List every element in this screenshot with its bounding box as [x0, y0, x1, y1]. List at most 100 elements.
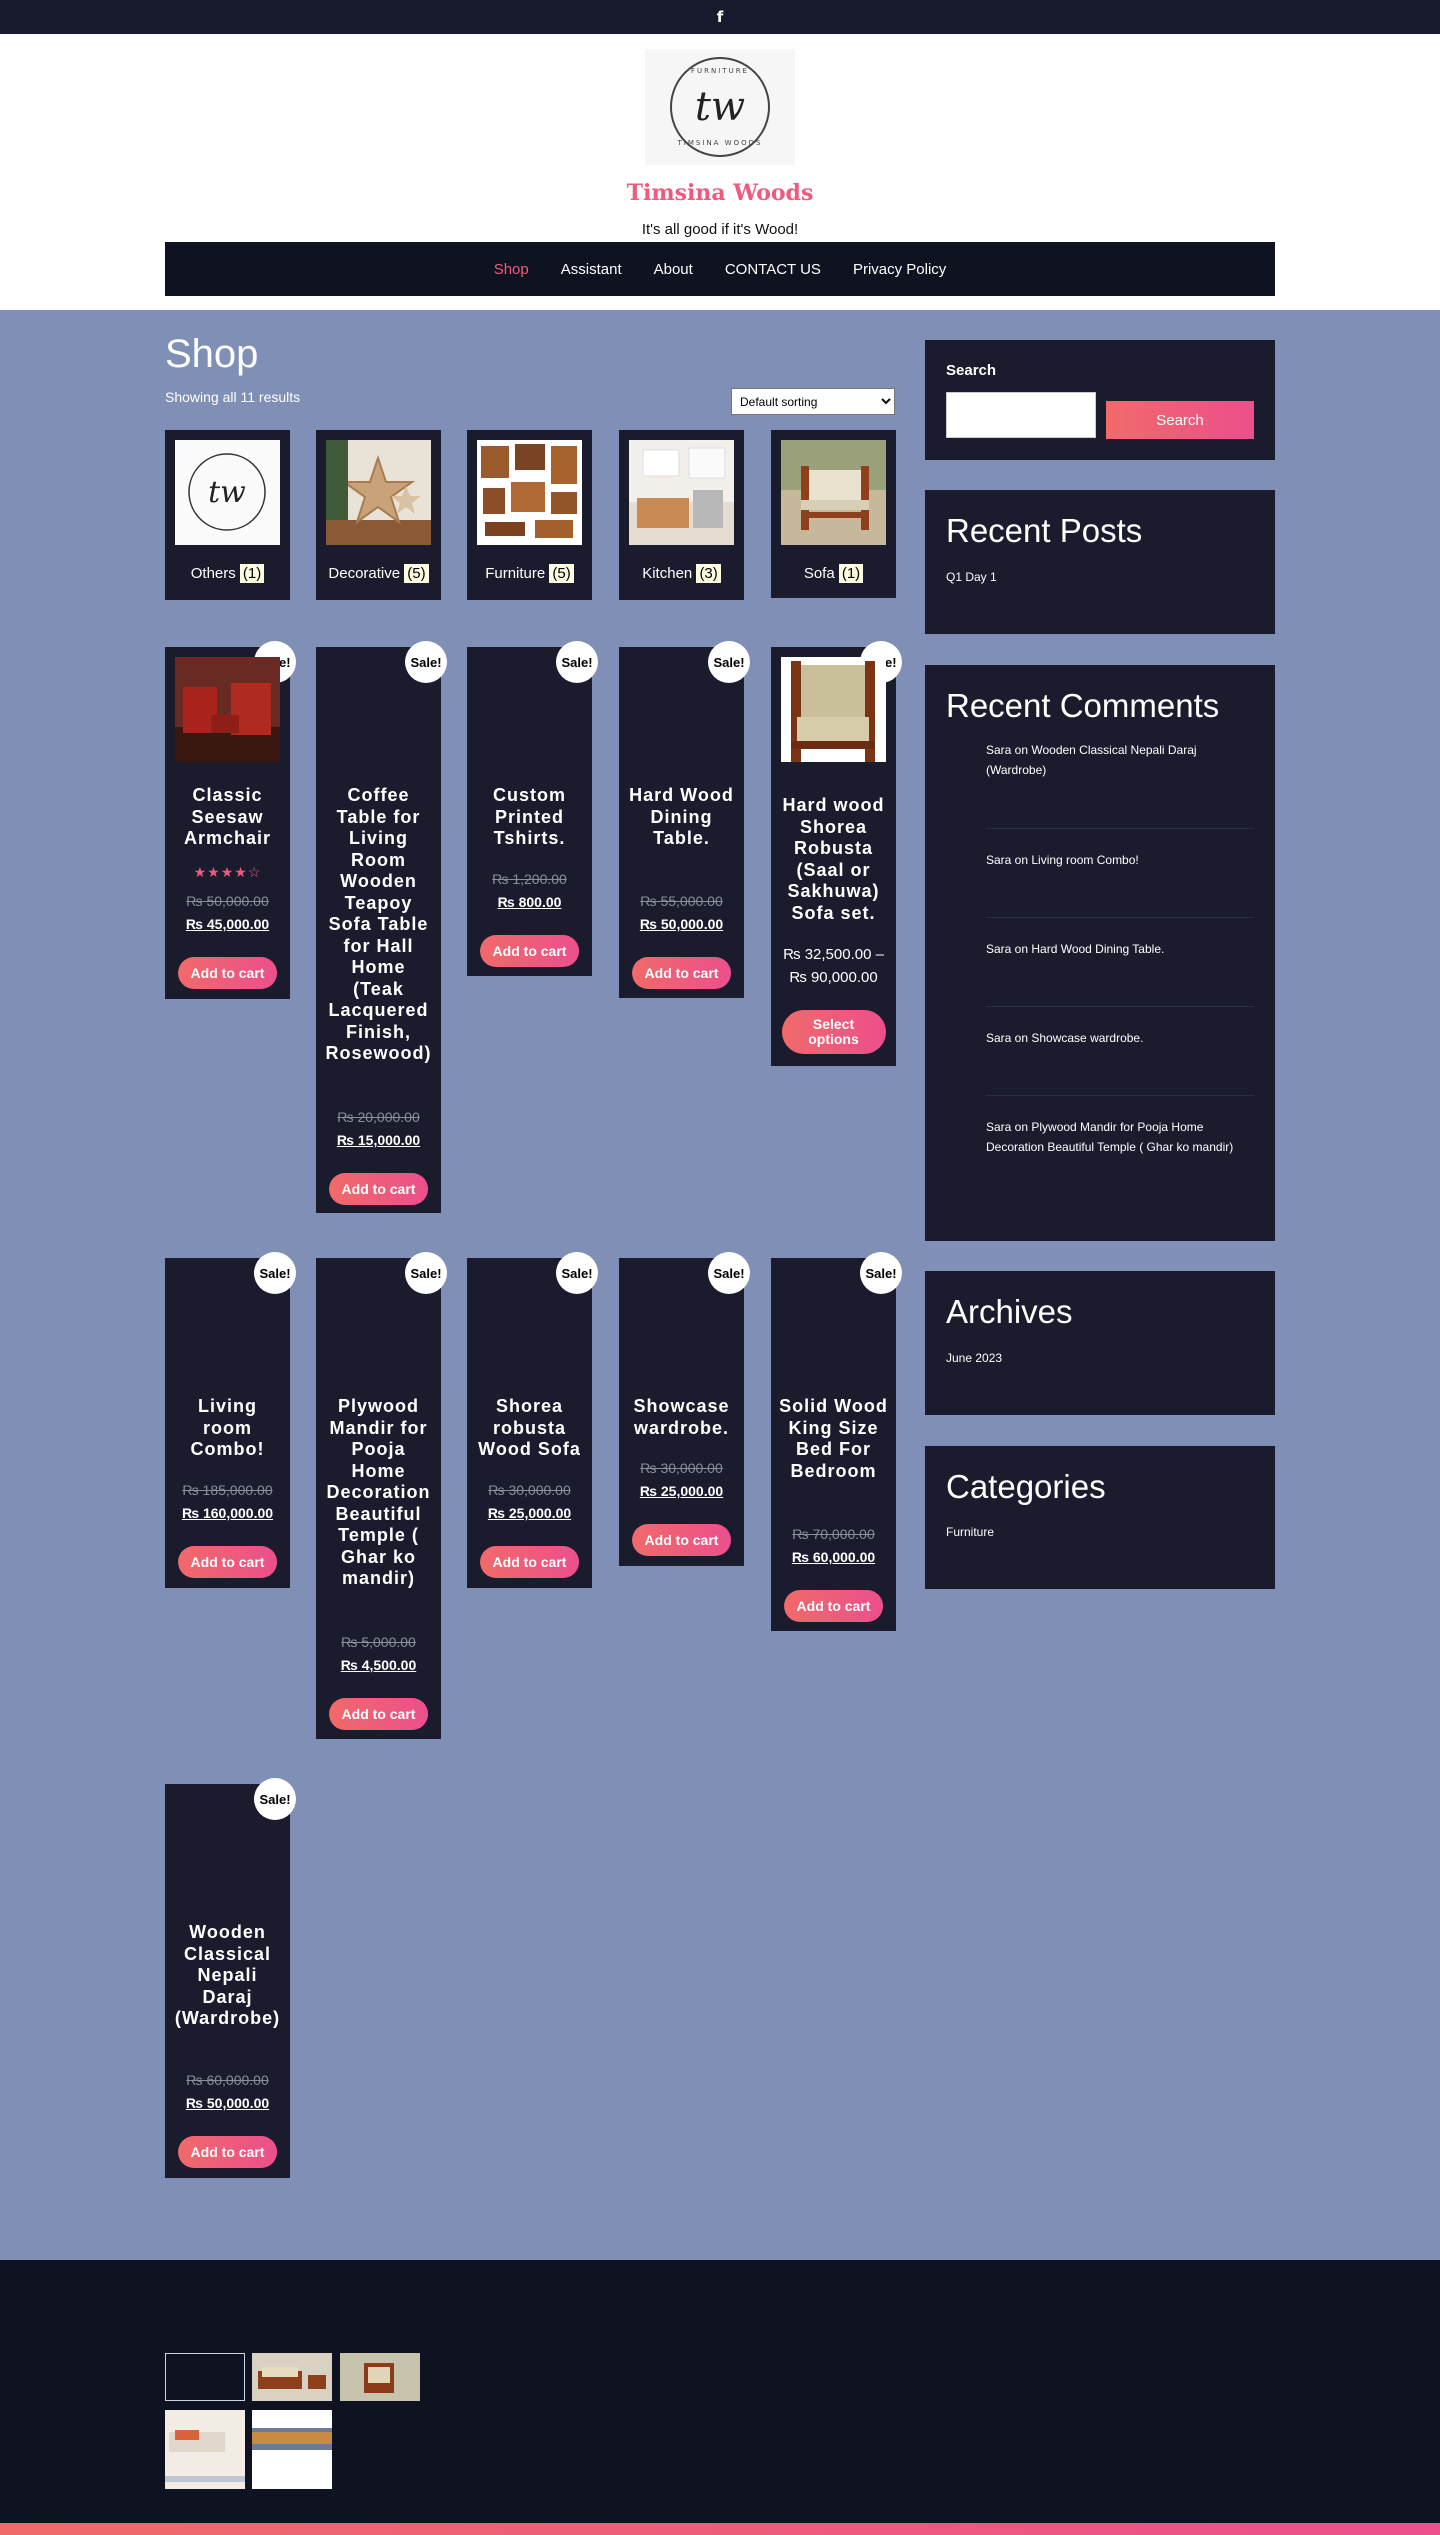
add-to-cart-button[interactable]: Add to cart: [328, 1698, 429, 1730]
product-title[interactable]: Living room Combo!: [190, 1396, 265, 1459]
site-title[interactable]: Timsina Woods: [626, 180, 814, 206]
product-card-classic-seesaw-armchair[interactable]: Sale! Classic Seesaw Armchair ★★★★☆ ₨ 50…: [165, 641, 296, 999]
category-image-kitchen[interactable]: [629, 440, 734, 545]
product-card-plywood-mandir[interactable]: Sale! Plywood Mandir for Pooja Home Deco…: [316, 1252, 447, 1739]
nav-contact[interactable]: CONTACT US: [724, 260, 821, 278]
archive-link[interactable]: June 2023: [946, 1351, 1003, 1365]
recent-post-link[interactable]: Q1 Day 1: [946, 570, 997, 584]
logo-ring-top: FURNITURE: [690, 67, 749, 75]
gallery-thumbnail[interactable]: [252, 2410, 332, 2489]
categories-widget: Categories Furniture: [925, 1446, 1275, 1589]
product-card-sofa-set[interactable]: Sale! Hard wood Shorea Robusta (Saal or …: [771, 641, 902, 1066]
product-title[interactable]: Hard Wood Dining Table.: [629, 785, 734, 848]
product-price: ₨ 30,000.00 ₨ 25,000.00: [467, 1479, 592, 1525]
facebook-icon[interactable]: f: [716, 8, 724, 26]
product-title[interactable]: Shorea robusta Wood Sofa: [478, 1396, 581, 1459]
category-card-others[interactable]: tw Others (1): [165, 430, 290, 600]
add-to-cart-button[interactable]: Add to cart: [177, 957, 278, 989]
nav-assistant[interactable]: Assistant: [560, 260, 622, 278]
add-to-cart-button[interactable]: Add to cart: [631, 957, 732, 989]
sale-price: ₨ 25,000.00: [639, 1483, 724, 1499]
product-card-showcase-wardrobe[interactable]: Sale! Showcase wardrobe. ₨ 30,000.00 ₨ 2…: [619, 1252, 750, 1566]
sale-price: ₨ 4,500.00: [340, 1657, 417, 1673]
add-to-cart-button[interactable]: Add to cart: [479, 935, 580, 967]
sorting-select[interactable]: Default sorting: [731, 388, 895, 415]
product-title[interactable]: Wooden Classical Nepali Daraj (Wardrobe): [174, 1922, 281, 2028]
product-card-living-room-combo[interactable]: Sale! Living room Combo! ₨ 185,000.00 ₨ …: [165, 1252, 296, 1588]
add-to-cart-button[interactable]: Add to cart: [177, 2136, 278, 2168]
sale-price: ₨ 160,000.00: [181, 1505, 274, 1521]
search-input[interactable]: [946, 392, 1096, 438]
red-chairs-image: [175, 657, 280, 762]
product-title[interactable]: Solid Wood King Size Bed For Bedroom: [779, 1396, 888, 1481]
product-title[interactable]: Showcase wardrobe.: [633, 1396, 730, 1438]
category-label-sofa: Sofa (1): [771, 564, 896, 583]
product-title[interactable]: Hard wood Shorea Robusta (Saal or Sakhuw…: [782, 795, 885, 923]
product-card-king-size-bed[interactable]: Sale! Solid Wood King Size Bed For Bedro…: [771, 1252, 902, 1631]
sale-price: ₨ 25,000.00: [487, 1505, 572, 1521]
recent-comment-item[interactable]: Sara on Plywood Mandir for Pooja Home De…: [986, 1120, 1234, 1154]
category-image-others[interactable]: tw: [175, 440, 280, 545]
product-card-nepali-daraj[interactable]: Sale! Wooden Classical Nepali Daraj (War…: [165, 1778, 296, 2178]
gallery-thumbnail[interactable]: [165, 2410, 245, 2489]
select-options-button[interactable]: Select options: [781, 1010, 886, 1054]
category-card-kitchen[interactable]: Kitchen (3): [619, 430, 744, 600]
product-title[interactable]: Custom Printed Tshirts.: [493, 785, 566, 848]
product-price: ₨ 50,000.00 ₨ 45,000.00: [165, 890, 290, 936]
add-to-cart-button[interactable]: Add to cart: [479, 1546, 580, 1578]
product-card-shorea-wood-sofa[interactable]: Sale! Shorea robusta Wood Sofa ₨ 30,000.…: [467, 1252, 598, 1588]
recent-comment-item[interactable]: Sara on Wooden Classical Nepali Daraj (W…: [986, 743, 1197, 777]
category-name: Sofa: [803, 565, 835, 582]
sale-badge: Sale!: [708, 641, 750, 683]
old-price: ₨ 60,000.00: [186, 2072, 269, 2088]
product-title[interactable]: Plywood Mandir for Pooja Home Decoration…: [326, 1396, 431, 1588]
category-card-furniture[interactable]: Furniture (5): [467, 430, 592, 600]
product-title[interactable]: Classic Seesaw Armchair: [183, 785, 272, 848]
category-count: (1): [239, 564, 265, 583]
product-title[interactable]: Coffee Table for Living Room Wooden Teap…: [325, 785, 432, 1063]
product-card-coffee-table[interactable]: Sale! Coffee Table for Living Room Woode…: [316, 641, 447, 1213]
category-count: (5): [404, 564, 429, 583]
category-image-furniture[interactable]: [477, 440, 582, 545]
price-high: ₨ 90,000.00: [789, 969, 878, 986]
nav-shop[interactable]: Shop: [493, 260, 529, 278]
recent-posts-heading: Recent Posts: [946, 512, 1143, 549]
gallery-thumbnail[interactable]: [165, 2353, 245, 2401]
product-image[interactable]: [175, 657, 280, 762]
sale-price: ₨ 45,000.00: [185, 916, 270, 932]
product-card-dining-table[interactable]: Sale! Hard Wood Dining Table. ₨ 55,000.0…: [619, 641, 750, 998]
recent-comment-item[interactable]: Sara on Showcase wardrobe.: [986, 1031, 1144, 1045]
product-price: ₨ 20,000.00 ₨ 15,000.00: [316, 1106, 441, 1152]
product-image[interactable]: [781, 657, 886, 762]
category-name: Kitchen: [642, 565, 693, 582]
category-card-decorative[interactable]: Decorative (5): [316, 430, 441, 600]
category-card-sofa[interactable]: Sofa (1): [771, 430, 896, 598]
gallery-thumbnail[interactable]: [340, 2353, 420, 2401]
nav-privacy-policy[interactable]: Privacy Policy: [852, 260, 947, 278]
recent-comment-item[interactable]: Sara on Hard Wood Dining Table.: [986, 942, 1165, 956]
stars-image: [326, 440, 431, 545]
sale-price: ₨ 50,000.00: [185, 2095, 270, 2111]
old-price: ₨ 55,000.00: [640, 893, 723, 909]
sale-badge: Sale!: [556, 641, 598, 683]
product-price: ₨ 55,000.00 ₨ 50,000.00: [619, 890, 744, 936]
search-button[interactable]: Search: [1106, 401, 1254, 439]
add-to-cart-button[interactable]: Add to cart: [631, 1524, 732, 1556]
site-logo[interactable]: FURNITURE tw TIMSINA WOODS: [645, 49, 795, 165]
category-count: (3): [696, 564, 721, 583]
add-to-cart-button[interactable]: Add to cart: [783, 1590, 884, 1622]
product-card-custom-tshirts[interactable]: Sale! Custom Printed Tshirts. ₨ 1,200.00…: [467, 641, 598, 976]
gallery-thumbnail[interactable]: [252, 2353, 332, 2401]
add-to-cart-button[interactable]: Add to cart: [328, 1173, 429, 1205]
footer-accent-strip: [0, 2523, 1440, 2535]
nav-about[interactable]: About: [653, 260, 693, 278]
category-image-sofa[interactable]: [781, 440, 886, 545]
sofa-chair-image: [781, 440, 886, 545]
category-image-decorative[interactable]: [326, 440, 431, 545]
add-to-cart-button[interactable]: Add to cart: [177, 1546, 278, 1578]
category-link[interactable]: Furniture: [946, 1525, 995, 1539]
category-label-others: Others (1): [165, 564, 290, 583]
category-label-furniture: Furniture (5): [467, 564, 592, 583]
recent-comments-heading: Recent Comments: [946, 687, 1220, 724]
recent-comment-item[interactable]: Sara on Living room Combo!: [986, 853, 1139, 867]
